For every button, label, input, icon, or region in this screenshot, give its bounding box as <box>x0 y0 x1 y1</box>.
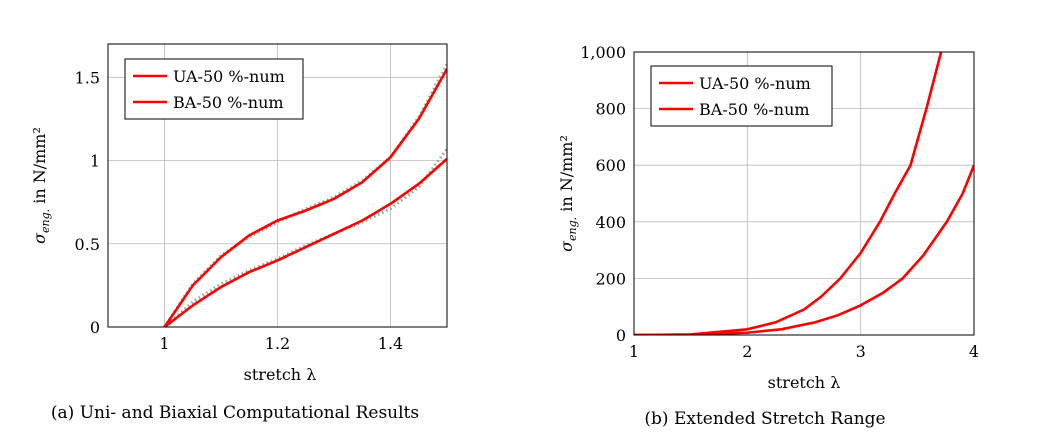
chart-b: 1 2 3 4 0 200 400 600 800 1,000 UA-50 %-num BA-50 %… <box>557 43 979 429</box>
figure-caption: (a) Uni- and Biaxial Computational Resul… <box>51 403 419 423</box>
legend: UA-50 %-num BA-50 %-num <box>124 58 304 120</box>
chart-a: 1 1.2 1.4 0 0.5 1 1.5 UA-50 %-num BA-50 %-num str… <box>30 43 448 423</box>
legend-label: BA-50 %-num <box>173 93 284 112</box>
experimental-data-series <box>163 148 447 327</box>
legend-label: UA-50 %-num <box>173 67 285 86</box>
x-axis-label: stretch λ <box>244 365 317 384</box>
y-tick-label: 0 <box>616 326 626 345</box>
y-tick-label: 1,000 <box>580 43 626 62</box>
y-tick-label: 800 <box>595 100 626 119</box>
y-tick-label: 1 <box>90 152 100 171</box>
plot-frame <box>107 43 448 328</box>
x-tick-label: 1.2 <box>265 334 290 353</box>
y-tick-label: 0 <box>90 318 100 337</box>
x-axis-label: stretch λ <box>768 373 841 392</box>
legend: UA-50 %-num BA-50 %-num <box>650 65 833 127</box>
x-tick-label: 2 <box>742 342 752 361</box>
plot-frame <box>633 51 975 336</box>
legend-label: BA-50 %-num <box>699 100 810 119</box>
figure-caption: (b) Extended Stretch Range <box>644 409 885 429</box>
x-tick-label: 4 <box>969 342 979 361</box>
y-axis-label: σeng. in N/mm² <box>557 135 579 252</box>
series-line-BA-50 %-num <box>163 157 447 327</box>
x-tick-label: 1.4 <box>378 334 403 353</box>
series-line-UA-50 %-num <box>163 68 447 327</box>
x-tick-label: 3 <box>856 342 866 361</box>
x-tick-label: 1 <box>629 342 639 361</box>
y-tick-label: 1.5 <box>75 68 100 87</box>
y-tick-label: 200 <box>595 269 626 288</box>
y-tick-label: 400 <box>595 213 626 232</box>
y-axis-label: σeng. in N/mm² <box>30 127 52 244</box>
series-line-UA-50 %-num <box>634 52 943 335</box>
legend-label: UA-50 %-num <box>699 74 811 93</box>
series-line-BA-50 %-num <box>634 164 974 335</box>
x-tick-label: 1 <box>159 334 169 353</box>
y-tick-label: 600 <box>595 156 626 175</box>
y-tick-label: 0.5 <box>75 235 100 254</box>
